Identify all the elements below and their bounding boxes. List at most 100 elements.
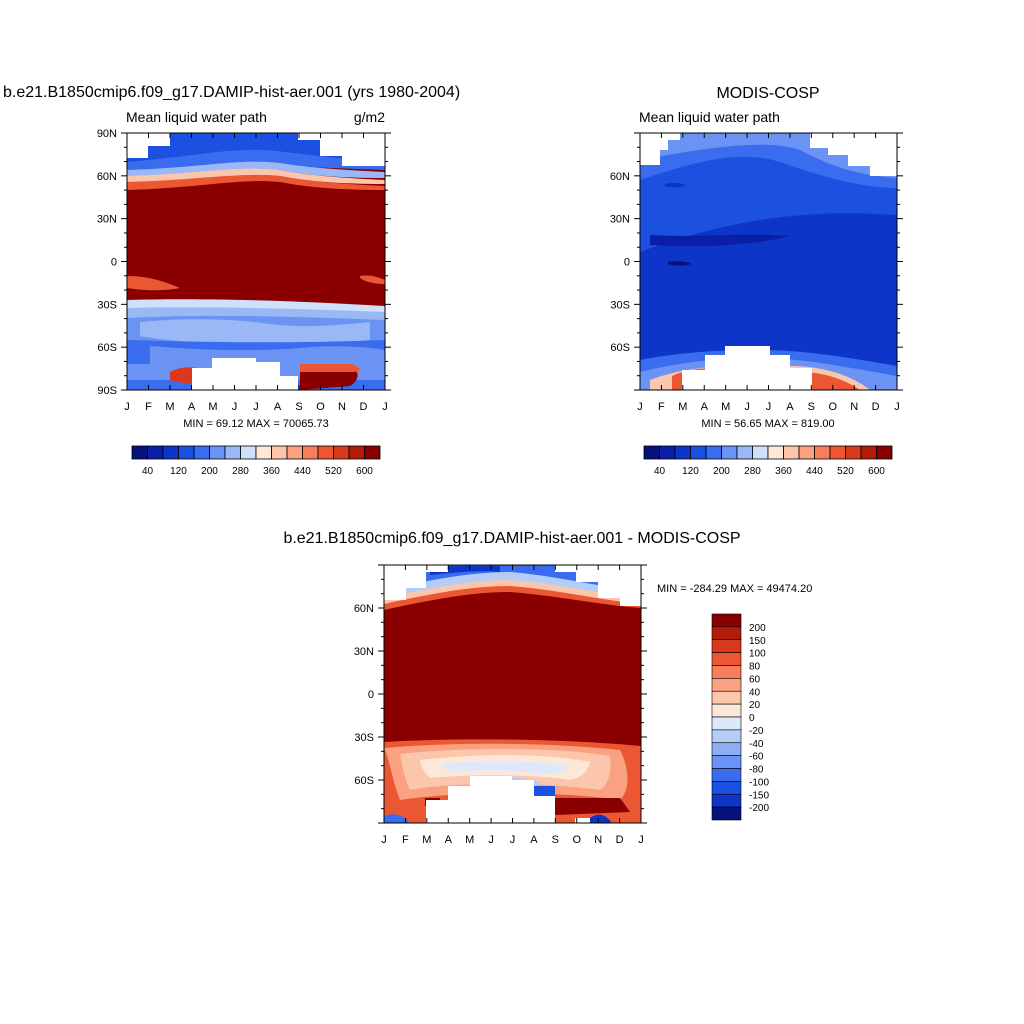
x-tick-label: J (766, 401, 772, 413)
x-tick-label: F (402, 834, 409, 846)
colorbar-swatch (224, 445, 241, 460)
colorbar-swatch (690, 445, 707, 460)
colorbar-swatch (845, 445, 862, 460)
colorbar-label: 200 (201, 466, 218, 477)
x-tick-label: M (721, 401, 730, 413)
x-tick-label: M (422, 834, 431, 846)
x-tick-label: J (510, 834, 516, 846)
colorbar-swatch (711, 729, 742, 744)
y-tick-label: 90N (97, 128, 117, 140)
x-tick-label: J (382, 401, 388, 413)
x-tick-label: M (208, 401, 217, 413)
colorbar-swatch (711, 742, 742, 756)
colorbar-swatch (711, 755, 742, 769)
x-tick-label: J (253, 401, 259, 413)
colorbar-swatch (131, 445, 148, 460)
colorbar-swatch (711, 793, 742, 808)
colorbar-label: 120 (170, 466, 187, 477)
model-contour-field (127, 133, 385, 390)
colorbar-swatch (193, 445, 210, 460)
x-tick-label: J (744, 401, 750, 413)
y-tick-label: 60N (354, 603, 374, 615)
obs-contour-field (640, 133, 897, 390)
colorbar-label: 520 (325, 466, 342, 477)
y-tick-label: 90S (97, 385, 117, 397)
colorbar-swatch (659, 445, 676, 460)
x-tick-label: J (124, 401, 130, 413)
colorbar-label: 200 (749, 623, 766, 634)
colorbar-label: 360 (775, 466, 792, 477)
x-tick-label: J (894, 401, 900, 413)
colorbar-swatch (860, 445, 877, 460)
colorbar-swatch (209, 445, 226, 460)
colorbar-label: -100 (749, 777, 769, 788)
obs-panel-stats: MIN = 56.65 MAX = 819.00 (701, 418, 834, 430)
colorbar-swatch (364, 445, 381, 460)
x-tick-label: A (188, 401, 196, 413)
x-tick-label: O (828, 401, 837, 413)
diff-panel: b.e21.B1850cmip6.f09_g17.DAMIP-hist-aer.… (283, 530, 812, 846)
x-tick-label: M (165, 401, 174, 413)
colorbar-swatch (674, 445, 691, 460)
colorbar-swatch (711, 716, 742, 731)
x-tick-label: A (445, 834, 453, 846)
x-tick-label: S (552, 834, 559, 846)
y-tick-label: 60S (97, 342, 117, 354)
colorbar-swatch (643, 445, 660, 460)
x-tick-label: M (678, 401, 687, 413)
colorbar-swatch (317, 445, 334, 460)
colorbar-label: 440 (806, 466, 823, 477)
colorbar-swatch (147, 445, 164, 460)
colorbar-label: -60 (749, 752, 764, 763)
y-tick-label: 30S (354, 732, 374, 744)
obs-panel-subtitle: Mean liquid water path (639, 109, 780, 125)
colorbar-swatch (721, 445, 738, 460)
colorbar-label: -150 (749, 790, 769, 801)
model-panel-title: b.e21.B1850cmip6.f09_g17.DAMIP-hist-aer.… (3, 84, 460, 101)
model-panel-colorbar: 40 120 200 280 360 440 520 600 (131, 445, 381, 477)
colorbar-label: 20 (749, 700, 761, 711)
x-tick-label: A (786, 401, 794, 413)
colorbar-swatch (271, 445, 288, 460)
colorbar-swatch (783, 445, 800, 460)
colorbar-swatch (711, 652, 742, 666)
colorbar-swatch (240, 445, 257, 460)
colorbar-label: 200 (713, 466, 730, 477)
y-tick-label: 60S (610, 342, 630, 354)
x-tick-label: A (701, 401, 709, 413)
y-tick-label: 30N (610, 214, 630, 226)
y-tick-label: 60N (610, 171, 630, 183)
x-tick-label: M (465, 834, 474, 846)
colorbar-swatch (711, 626, 742, 641)
colorbar-label: 40 (142, 466, 154, 477)
model-panel-subtitle: Mean liquid water path (126, 109, 267, 125)
colorbar-label: 40 (654, 466, 666, 477)
obs-panel-title: MODIS-COSP (716, 85, 819, 102)
colorbar-swatch (162, 445, 179, 460)
y-tick-label: 30N (354, 646, 374, 658)
x-tick-label: J (637, 401, 643, 413)
colorbar-label: -80 (749, 765, 764, 776)
diff-panel-title: b.e21.B1850cmip6.f09_g17.DAMIP-hist-aer.… (283, 530, 740, 547)
y-tick-label: 0 (624, 257, 630, 269)
x-tick-label: S (808, 401, 815, 413)
colorbar-label: 600 (356, 466, 373, 477)
colorbar-swatch (255, 445, 272, 460)
colorbar-swatch (711, 678, 742, 692)
x-tick-label: D (360, 401, 368, 413)
colorbar-label: 520 (837, 466, 854, 477)
colorbar-swatch (711, 806, 742, 821)
x-tick-label: N (594, 834, 602, 846)
colorbar-swatch (711, 768, 742, 782)
x-tick-label: N (850, 401, 858, 413)
colorbar-label: 600 (868, 466, 885, 477)
x-tick-label: S (295, 401, 302, 413)
colorbar-swatch (736, 445, 753, 460)
colorbar-label: -40 (749, 739, 764, 750)
colorbar-label: 150 (749, 636, 766, 647)
y-tick-label: 30S (97, 299, 117, 311)
